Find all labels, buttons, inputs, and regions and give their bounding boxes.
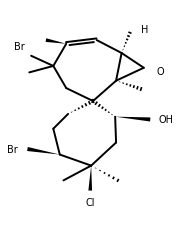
Text: Br: Br	[7, 144, 18, 154]
Text: Cl: Cl	[86, 197, 95, 207]
Text: H: H	[141, 25, 148, 35]
Polygon shape	[46, 39, 66, 44]
Text: OH: OH	[158, 115, 174, 125]
Polygon shape	[88, 166, 92, 191]
Text: O: O	[157, 67, 164, 77]
Polygon shape	[27, 147, 60, 155]
Polygon shape	[115, 117, 150, 122]
Text: Br: Br	[14, 42, 25, 51]
